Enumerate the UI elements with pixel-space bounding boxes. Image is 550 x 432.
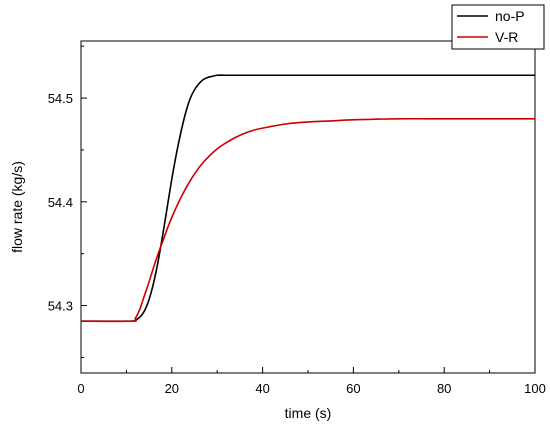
x-tick-label: 0 [77, 381, 84, 396]
x-tick-label: 20 [165, 381, 179, 396]
series-line-no-p [80, 74, 535, 323]
legend-box [451, 4, 545, 50]
series-layer [80, 74, 535, 323]
legend-label-no-p: no-P [495, 8, 525, 24]
x-axis: 0 20 40 60 80 100 [77, 367, 546, 396]
series-line-v-r [80, 117, 535, 323]
y-axis: 54.3 54.4 54.5 [48, 45, 87, 358]
x-tick-label: 40 [255, 381, 269, 396]
y-tick-label: 54.5 [48, 91, 73, 106]
y-tick-label: 54.4 [48, 195, 73, 210]
x-tick-label: 80 [437, 381, 451, 396]
y-axis-title: flow rate (kg/s) [9, 161, 25, 253]
legend: no-P V-R [451, 4, 545, 50]
plot-frame [80, 40, 536, 374]
y-tick-label: 54.3 [48, 299, 73, 314]
x-tick-label: 100 [524, 381, 546, 396]
legend-label-v-r: V-R [495, 29, 518, 45]
x-axis-title: time (s) [285, 405, 332, 421]
x-tick-label: 60 [346, 381, 360, 396]
